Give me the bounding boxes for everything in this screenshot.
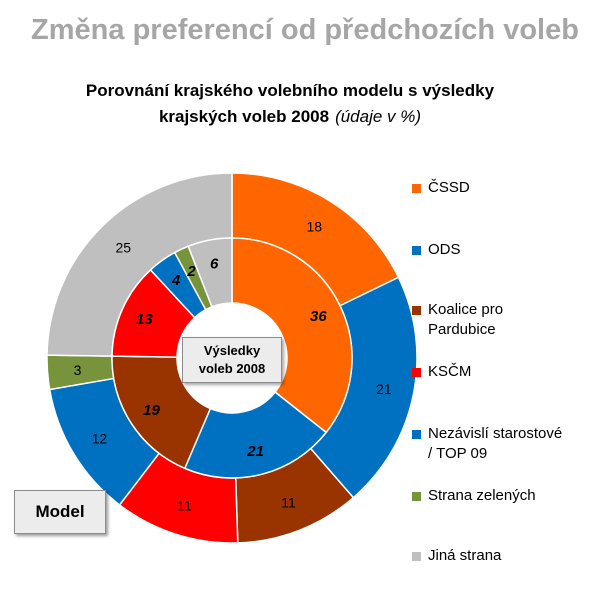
inner-ring-caption: Výsledky voleb 2008 bbox=[182, 337, 282, 383]
legend-label-cssd: ČSSD bbox=[428, 179, 470, 196]
chart-title-line2: krajských voleb 2008 (údaje v %) bbox=[40, 104, 540, 130]
legend-label-nezavisli: Nezávislí starostové / TOP 09 bbox=[428, 424, 608, 464]
legend-swatch-jina bbox=[412, 552, 421, 561]
legend-swatch-koalice bbox=[412, 306, 421, 315]
legend-swatch-nezavisli bbox=[412, 430, 421, 439]
legend-label-koalice-line1: Koalice pro bbox=[428, 301, 504, 318]
legend-swatch-cssd bbox=[412, 184, 421, 193]
legend-label-ods: ODS bbox=[428, 241, 461, 258]
legend-label-nezavisli-line2: / TOP 09 bbox=[428, 445, 488, 462]
inner-label-koalice: 19 bbox=[143, 402, 160, 419]
inner-caption-line1: Výsledky bbox=[203, 343, 261, 358]
page-title: Změna preferencí od předchozích voleb bbox=[31, 14, 579, 46]
outer-ring-model bbox=[46, 172, 418, 544]
inner-label-kscm: 13 bbox=[136, 311, 153, 328]
inner-slice-ods bbox=[183, 391, 328, 479]
chart-title-line2-text: krajských voleb 2008 bbox=[158, 107, 330, 126]
inner-label-nezavisli: 4 bbox=[171, 272, 181, 289]
inner-slice-koalice bbox=[111, 355, 212, 470]
chart-title-note: (údaje v %) bbox=[335, 107, 422, 126]
legend-swatch-kscm bbox=[412, 368, 421, 377]
inner-slice-jina bbox=[187, 237, 233, 308]
legend-label-koalice: Koalice pro Pardubice bbox=[428, 300, 608, 340]
legend-label-nezavisli-line1: Nezávislí starostové bbox=[428, 425, 563, 442]
legend-label-jina: Jiná strana bbox=[428, 547, 502, 564]
inner-ring-results-2008 bbox=[111, 237, 353, 479]
legend-swatch-ods bbox=[412, 246, 421, 255]
chart-title-line1: Porovnání krajského volebního modelu s v… bbox=[85, 81, 495, 100]
inner-label-cssd: 36 bbox=[310, 308, 327, 325]
outer-label-jina: 25 bbox=[115, 240, 131, 256]
legend-label-koalice-line2: Pardubice bbox=[428, 321, 496, 338]
chart-subtitle: Porovnání krajského volebního modelu s v… bbox=[40, 78, 540, 130]
inner-label-zeleni: 2 bbox=[186, 263, 196, 280]
legend-label-zeleni: Strana zelených bbox=[428, 487, 536, 504]
inner-label-ods: 21 bbox=[246, 443, 264, 460]
outer-label-nezavisli: 12 bbox=[92, 430, 108, 446]
legend-label-kscm: KSČM bbox=[428, 363, 472, 380]
legend-swatch-zeleni bbox=[412, 492, 421, 501]
outer-label-kscm: 11 bbox=[177, 498, 192, 514]
outer-label-zeleni: 3 bbox=[74, 362, 82, 378]
inner-caption-line2: voleb 2008 bbox=[198, 361, 266, 376]
data-labels: 36 21 19 13 42 6 18 21 11 11 12 3 25 bbox=[74, 219, 392, 514]
inner-slice-cssd bbox=[231, 237, 353, 434]
outer-label-ods: 21 bbox=[376, 381, 392, 397]
outer-ring-caption: Model bbox=[14, 490, 106, 534]
outer-label-cssd: 18 bbox=[307, 219, 323, 235]
inner-label-jina: 6 bbox=[210, 256, 219, 273]
outer-label-koalice: 11 bbox=[281, 494, 296, 510]
